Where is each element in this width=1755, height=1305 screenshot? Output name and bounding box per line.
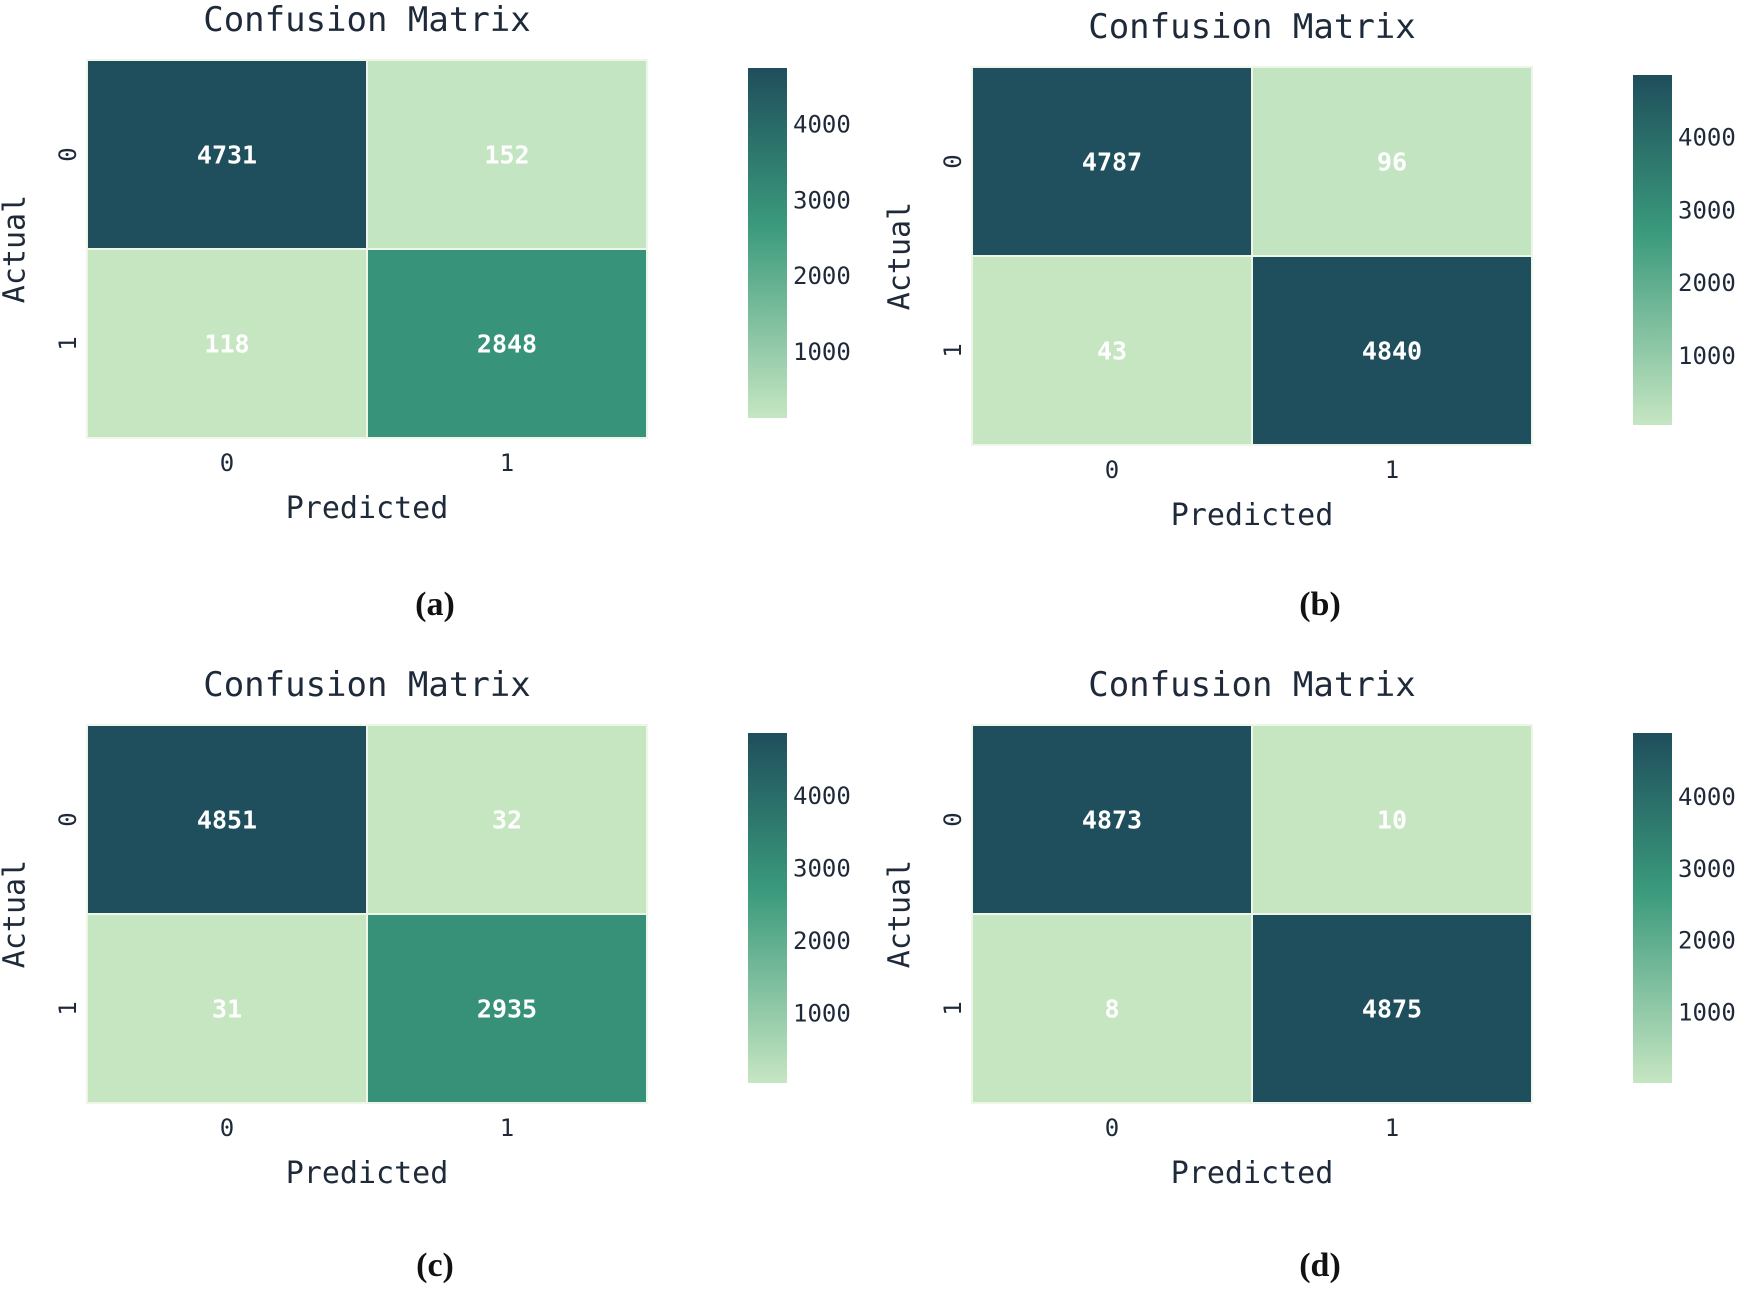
colorbar-tick-label: 1000 xyxy=(1678,999,1736,1027)
heatmap-cell-1-0 xyxy=(971,255,1253,446)
cell-value-0-0: 4873 xyxy=(1082,806,1142,835)
cell-value-0-1: 152 xyxy=(484,141,529,170)
confusion-matrix-a: Confusion Matrix 4731 152 118 2848 0 1 0 1 Predic… xyxy=(0,0,851,526)
colorbar-tick-label: 2000 xyxy=(1678,927,1736,955)
colorbar-tick-label: 3000 xyxy=(793,186,851,214)
y-tick-label: 0 xyxy=(939,812,967,826)
heatmap-cell-1-1 xyxy=(366,913,648,1104)
panel-caption-c: (c) xyxy=(416,1247,454,1284)
colorbar-tick-label: 4000 xyxy=(793,782,851,810)
panel-caption-a: (a) xyxy=(415,586,455,623)
x-tick-label: 0 xyxy=(1105,1114,1119,1142)
colorbar-tick-label: 3000 xyxy=(1678,855,1736,883)
colorbar-tick-label: 3000 xyxy=(793,854,851,882)
colorbar-tick-label: 4000 xyxy=(1678,123,1736,151)
y-axis-label: Actual xyxy=(883,202,918,310)
x-tick-label: 0 xyxy=(220,449,234,477)
x-tick-label: 1 xyxy=(500,1114,514,1142)
confusion-matrix-c: Confusion Matrix 4851 32 31 2935 0 1 0 1 Predicte… xyxy=(0,665,851,1191)
cell-value-0-0: 4731 xyxy=(197,141,257,170)
heatmap-cell-0-0 xyxy=(86,59,368,250)
x-tick-label: 0 xyxy=(220,1114,234,1142)
colorbar xyxy=(748,733,787,1083)
panel-caption-b: (b) xyxy=(1299,586,1341,623)
heatmap-cell-1-1 xyxy=(1251,913,1533,1104)
colorbar-tick-label: 2000 xyxy=(1678,269,1736,297)
colorbar xyxy=(1633,733,1672,1083)
cell-value-0-0: 4851 xyxy=(197,806,257,835)
cell-value-1-1: 2848 xyxy=(477,330,537,359)
chart-title: Confusion Matrix xyxy=(1088,7,1416,47)
x-axis-label: Predicted xyxy=(286,1156,449,1191)
x-axis-label: Predicted xyxy=(1171,1156,1334,1191)
heatmap-cell-0-1 xyxy=(366,724,648,915)
y-tick-label: 0 xyxy=(939,154,967,168)
x-tick-label: 0 xyxy=(1105,456,1119,484)
y-tick-label: 0 xyxy=(54,812,82,826)
colorbar xyxy=(1633,75,1672,425)
colorbar xyxy=(748,68,787,418)
cell-value-1-1: 2935 xyxy=(477,995,537,1024)
panel-c: Confusion Matrix 4851 32 31 2935 0 1 0 1 Predicte… xyxy=(0,665,870,1305)
cell-value-1-0: 118 xyxy=(204,330,249,359)
y-tick-label: 1 xyxy=(54,336,82,350)
panel-a: Confusion Matrix 4731 152 118 2848 0 1 0 1 Predic… xyxy=(0,0,870,640)
colorbar-tick-label: 4000 xyxy=(1678,783,1736,811)
colorbar-tick-label: 2000 xyxy=(793,262,851,290)
colorbar-tick-label: 4000 xyxy=(793,110,851,138)
x-tick-label: 1 xyxy=(500,449,514,477)
y-axis-label: Actual xyxy=(0,860,33,968)
cell-value-1-0: 8 xyxy=(1104,995,1119,1024)
colorbar-tick-label: 1000 xyxy=(793,1000,851,1028)
confusion-matrix-b: Confusion Matrix 4787 96 43 4840 0 1 0 1 Predicte… xyxy=(883,7,1736,533)
cell-value-1-0: 43 xyxy=(1097,337,1127,366)
heatmap-cell-0-0 xyxy=(971,66,1253,257)
colorbar-tick-label: 1000 xyxy=(1678,342,1736,370)
cell-value-1-1: 4875 xyxy=(1362,995,1422,1024)
x-axis-label: Predicted xyxy=(286,491,449,526)
cell-value-0-1: 96 xyxy=(1377,148,1407,177)
cell-value-0-1: 10 xyxy=(1377,806,1407,835)
x-tick-label: 1 xyxy=(1385,1114,1399,1142)
colorbar-tick-label: 1000 xyxy=(793,338,851,366)
chart-title: Confusion Matrix xyxy=(203,0,531,40)
x-axis-label: Predicted xyxy=(1171,498,1334,533)
colorbar-tick-label: 3000 xyxy=(1678,196,1736,224)
heatmap-cell-1-1 xyxy=(1251,255,1533,446)
y-tick-label: 1 xyxy=(939,1001,967,1015)
y-axis-label: Actual xyxy=(883,860,918,968)
heatmap-cell-1-1 xyxy=(366,248,648,439)
panel-d: Confusion Matrix 4873 10 8 4875 0 1 0 1 Predicted… xyxy=(883,665,1755,1305)
panel-caption-d: (d) xyxy=(1299,1247,1341,1284)
y-tick-label: 1 xyxy=(54,1001,82,1015)
y-tick-label: 1 xyxy=(939,343,967,357)
y-axis-label: Actual xyxy=(0,195,33,303)
x-tick-label: 1 xyxy=(1385,456,1399,484)
heatmap-cell-0-0 xyxy=(971,724,1253,915)
heatmap-cell-0-1 xyxy=(1251,724,1533,915)
cell-value-1-0: 31 xyxy=(212,995,242,1024)
cell-value-0-1: 32 xyxy=(492,806,522,835)
heatmap-cell-1-0 xyxy=(86,248,368,439)
cell-value-0-0: 4787 xyxy=(1082,148,1142,177)
cell-value-1-1: 4840 xyxy=(1362,337,1422,366)
chart-title: Confusion Matrix xyxy=(203,665,531,705)
y-tick-label: 0 xyxy=(54,147,82,161)
heatmap-cell-0-1 xyxy=(366,59,648,250)
colorbar-tick-label: 2000 xyxy=(793,927,851,955)
panel-b: Confusion Matrix 4787 96 43 4840 0 1 0 1 Predicte… xyxy=(883,7,1755,647)
heatmap-cell-1-0 xyxy=(971,913,1253,1104)
chart-title: Confusion Matrix xyxy=(1088,665,1416,705)
heatmap-cell-0-1 xyxy=(1251,66,1533,257)
